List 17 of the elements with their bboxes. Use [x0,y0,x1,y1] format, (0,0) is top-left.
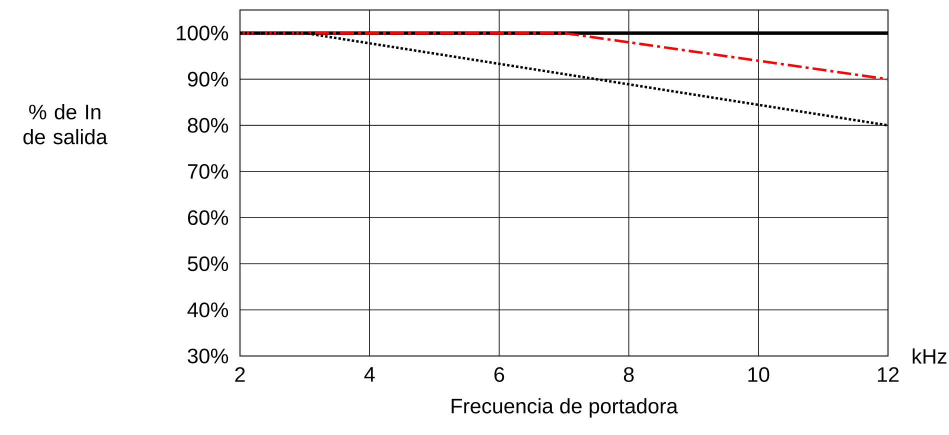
x-tick-label: 4 [364,367,375,382]
text: kHz [912,348,946,364]
x-tick-label: 2 [235,367,245,382]
x-axis-title: Frecuencia de portadora [452,398,678,418]
x-tick-label: 12 [878,367,899,382]
y-tick-label: 80% [188,118,228,133]
y-tick-label: 90% [188,72,228,87]
y-tick-label: 60% [188,210,228,226]
y-tick-label: 30% [188,348,228,364]
y-tick-label: 70% [188,164,228,179]
y-tick-label: 100% [176,26,228,40]
y-tick-label: 50% [188,256,228,272]
y-tick-label: 40% [187,302,228,318]
y-axis-title: % de In de salida [23,104,108,144]
x-tick-label: 8 [624,367,634,382]
x-tick-label: 6 [494,367,504,382]
x-tick-label: 10 [748,367,770,382]
